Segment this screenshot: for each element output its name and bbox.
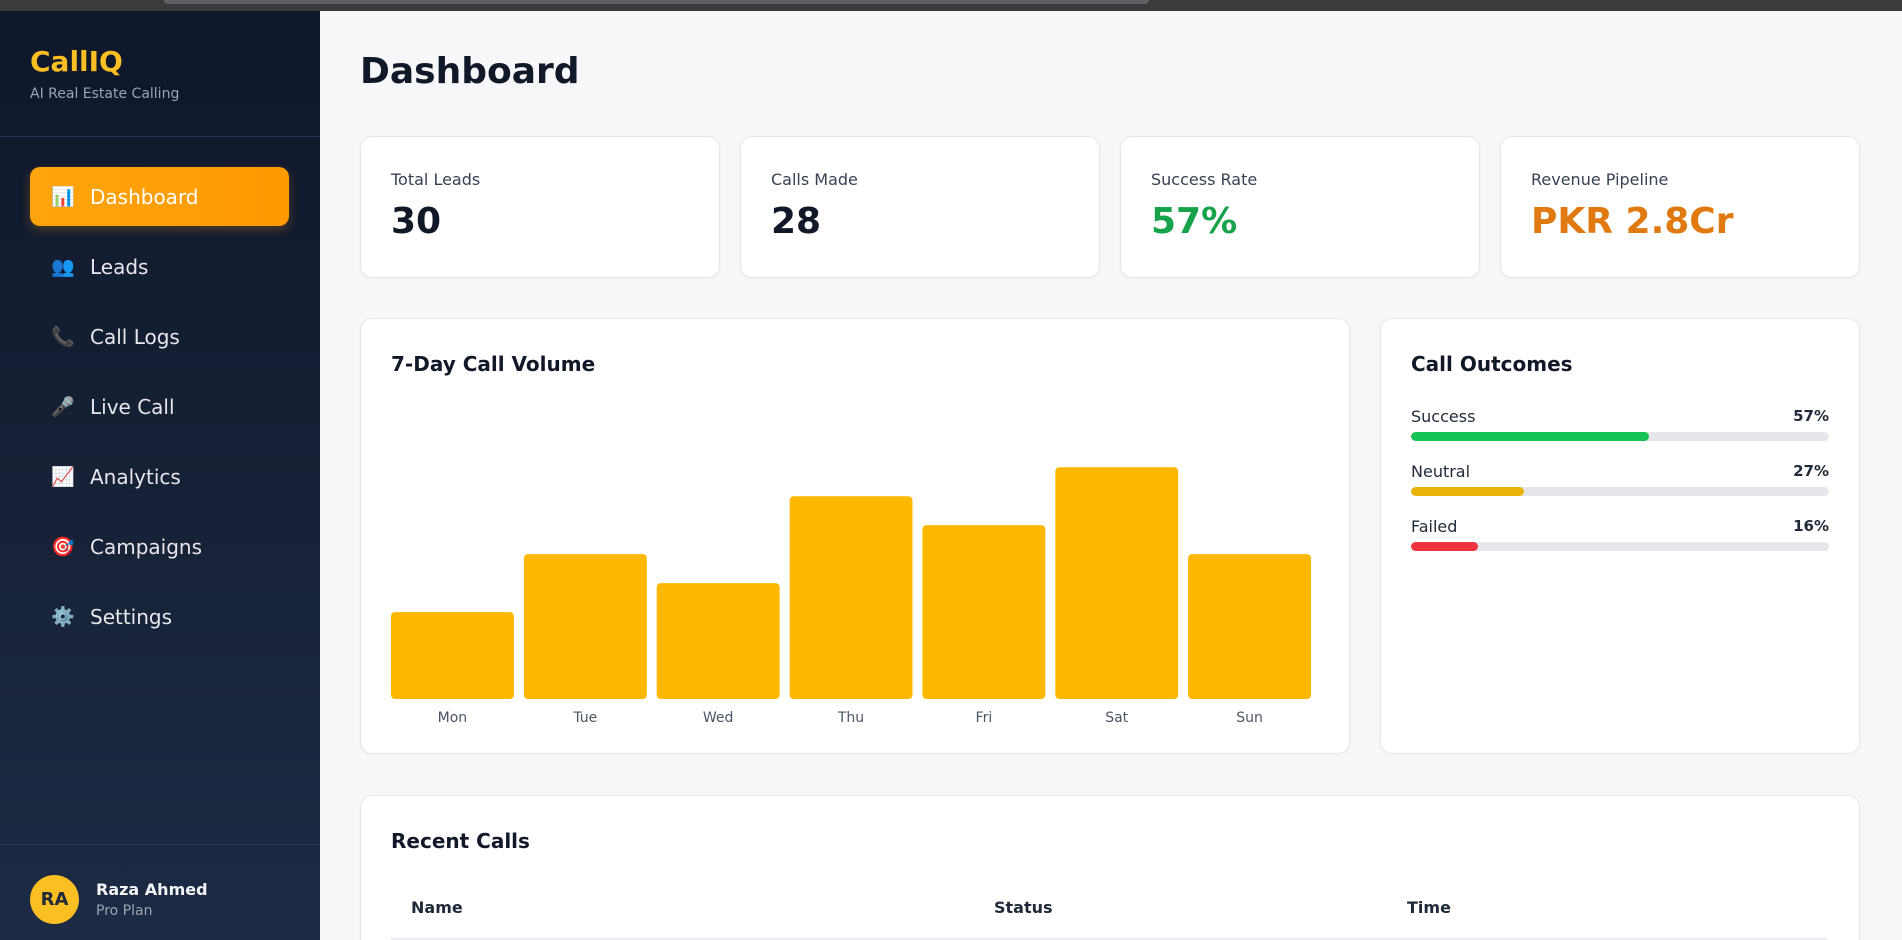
- user-profile[interactable]: RA Raza Ahmed Pro Plan: [30, 875, 208, 924]
- horizontal-scrollbar[interactable]: [164, 0, 1149, 4]
- sidebar-item-settings[interactable]: ⚙️ Settings: [30, 587, 289, 646]
- stat-value: PKR 2.8Cr: [1531, 201, 1734, 242]
- bar-tue[interactable]: [523, 554, 647, 699]
- sidebar-item-label: Analytics: [90, 464, 181, 489]
- sidebar-item-label: Settings: [90, 604, 173, 629]
- recent-calls-table-header: Name Status Time: [391, 898, 1827, 940]
- x-tick-label: Thu: [837, 710, 864, 726]
- brand: CallIQ AI Real Estate Calling: [30, 45, 179, 102]
- sidebar-item-label: Leads: [90, 254, 149, 279]
- outcome-neutral: Neutral 27%: [1411, 462, 1829, 496]
- outcome-progress-track: [1411, 432, 1829, 441]
- sidebar-divider: [0, 136, 320, 137]
- users-icon: 👥: [51, 256, 75, 278]
- stat-card-total-leads: Total Leads 30: [360, 136, 720, 278]
- bar-sat[interactable]: [1055, 467, 1179, 699]
- app-tagline: AI Real Estate Calling: [30, 86, 180, 102]
- call-volume-card: 7-Day Call Volume Mon Tue Wed Thu Fri Sat Sun: [360, 318, 1350, 754]
- sidebar-nav: 📊 Dashboard 👥 Leads 📞 Call Logs 🎤 Live C…: [30, 167, 289, 657]
- browser-top-strip: [0, 0, 1902, 11]
- outcome-failed: Failed 16%: [1411, 517, 1829, 551]
- sidebar-item-dashboard[interactable]: 📊 Dashboard: [30, 167, 289, 226]
- sidebar: CallIQ AI Real Estate Calling 📊 Dashboar…: [0, 11, 320, 940]
- bar-chart-icon: 📊: [51, 186, 75, 208]
- user-plan: Pro Plan: [96, 903, 153, 919]
- stat-value: 30: [391, 201, 442, 242]
- sidebar-item-label: Campaigns: [90, 534, 203, 559]
- column-header-status[interactable]: Status: [994, 898, 1053, 917]
- outcome-progress-fill: [1411, 432, 1650, 441]
- stat-label: Calls Made: [771, 170, 858, 189]
- call-volume-title: 7-Day Call Volume: [391, 352, 596, 376]
- outcome-label: Neutral: [1411, 462, 1471, 481]
- outcome-progress-track: [1411, 487, 1829, 496]
- outcome-label: Failed: [1411, 517, 1458, 536]
- stat-card-revenue-pipeline: Revenue Pipeline PKR 2.8Cr: [1500, 136, 1860, 278]
- sidebar-item-live-call[interactable]: 🎤 Live Call: [30, 377, 289, 436]
- avatar[interactable]: RA: [30, 875, 79, 924]
- outcome-progress-fill: [1411, 487, 1524, 496]
- sidebar-item-label: Call Logs: [90, 324, 180, 349]
- recent-calls-card: Recent Calls Name Status Time: [360, 795, 1860, 940]
- outcome-success: Success 57%: [1411, 407, 1829, 441]
- column-header-name[interactable]: Name: [411, 898, 463, 917]
- sidebar-footer-divider: [0, 844, 320, 845]
- stat-card-success-rate: Success Rate 57%: [1120, 136, 1480, 278]
- target-icon: 🎯: [51, 536, 75, 558]
- outcome-percent: 57%: [1793, 407, 1829, 425]
- x-tick-label: Sun: [1236, 710, 1263, 726]
- sidebar-item-campaigns[interactable]: 🎯 Campaigns: [30, 517, 289, 576]
- stat-label: Success Rate: [1151, 170, 1258, 189]
- sidebar-item-analytics[interactable]: 📈 Analytics: [30, 447, 289, 506]
- app-logo-text[interactable]: CallIQ: [30, 45, 123, 78]
- stat-label: Revenue Pipeline: [1531, 170, 1669, 189]
- main-content: Dashboard Total Leads 30 Calls Made 28 S…: [320, 11, 1902, 940]
- outcome-progress-track: [1411, 542, 1829, 551]
- bar-thu[interactable]: [789, 496, 913, 699]
- outcome-label: Success: [1411, 407, 1476, 426]
- x-tick-label: Tue: [572, 710, 597, 726]
- stat-value: 28: [771, 201, 822, 242]
- recent-calls-title: Recent Calls: [391, 829, 530, 853]
- user-name: Raza Ahmed: [96, 880, 208, 899]
- x-tick-label: Fri: [976, 710, 993, 726]
- microphone-icon: 🎤: [51, 396, 75, 418]
- sidebar-item-call-logs[interactable]: 📞 Call Logs: [30, 307, 289, 366]
- outcome-percent: 16%: [1793, 517, 1829, 535]
- sidebar-item-label: Live Call: [90, 394, 175, 419]
- column-header-time[interactable]: Time: [1407, 898, 1451, 917]
- bar-wed[interactable]: [656, 583, 780, 699]
- bar-sun[interactable]: [1188, 554, 1311, 699]
- stat-card-calls-made: Calls Made 28: [740, 136, 1100, 278]
- outcome-percent: 27%: [1793, 462, 1829, 480]
- sidebar-item-label: Dashboard: [90, 184, 199, 209]
- call-outcomes-title: Call Outcomes: [1411, 352, 1573, 376]
- page-title: Dashboard: [360, 51, 580, 92]
- outcome-progress-fill: [1411, 542, 1478, 551]
- call-volume-chart: Mon Tue Wed Thu Fri Sat Sun: [391, 467, 1311, 726]
- x-tick-label: Mon: [438, 710, 468, 726]
- sidebar-item-leads[interactable]: 👥 Leads: [30, 237, 289, 296]
- user-meta: Raza Ahmed Pro Plan: [96, 880, 208, 919]
- bar-mon[interactable]: [391, 612, 514, 699]
- trend-chart-icon: 📈: [51, 466, 75, 488]
- stat-value: 57%: [1151, 201, 1238, 242]
- x-tick-label: Wed: [703, 710, 734, 726]
- bar-fri[interactable]: [922, 525, 1046, 699]
- stat-label: Total Leads: [391, 170, 481, 189]
- call-outcomes-card: Call Outcomes Success 57% Neutral 27% Fa…: [1380, 318, 1860, 754]
- gear-icon: ⚙️: [51, 606, 75, 628]
- phone-icon: 📞: [51, 326, 75, 348]
- x-tick-label: Sat: [1105, 710, 1128, 726]
